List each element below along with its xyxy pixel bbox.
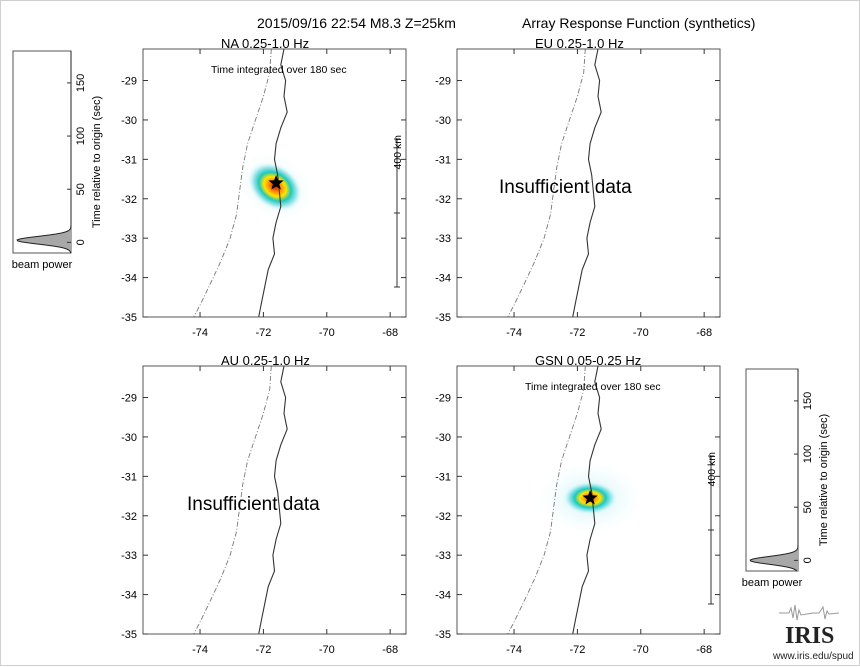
y-tick-label: -30	[435, 115, 451, 127]
x-tick-label: -72	[255, 644, 271, 656]
integration-note: Time integrated over 180 sec	[525, 381, 661, 393]
x-tick-label: -68	[382, 327, 398, 339]
figure-title: Array Response Function (synthetics)	[522, 15, 755, 31]
panel-title: GSN 0.05-0.25 Hz	[535, 353, 641, 368]
seismogram-icon	[779, 604, 840, 621]
y-tick-label: -35	[121, 312, 137, 324]
x-tick-label: -68	[696, 327, 712, 339]
y-tick-label: -31	[121, 471, 137, 483]
beam-tick-label: 50	[802, 501, 814, 513]
y-tick-label: -35	[435, 629, 451, 641]
x-tick-label: -70	[319, 644, 335, 656]
x-tick-label: -72	[255, 327, 271, 339]
beam-ylabel: Time relative to origin (sec)	[91, 96, 103, 228]
beam-tick-label: 50	[75, 183, 87, 195]
y-tick-label: -30	[435, 432, 451, 444]
beam-power-label: beam power	[12, 259, 73, 271]
x-tick-label: -72	[569, 327, 585, 339]
coastline	[572, 48, 602, 318]
y-tick-label: -31	[435, 471, 451, 483]
beam-tick-label: 0	[75, 239, 87, 245]
x-tick-label: -74	[506, 327, 522, 339]
integration-note: Time integrated over 180 sec	[211, 64, 347, 76]
beam-power-fill	[17, 51, 72, 253]
beam-frame	[745, 368, 799, 572]
x-tick-label: -72	[569, 644, 585, 656]
y-tick-label: -34	[121, 590, 137, 602]
beam-power-inset-gsn: 0 50 100 150 Time relative to origin (sec) be…	[742, 368, 830, 589]
scale-bar-label: 400 km	[706, 452, 718, 487]
y-tick-label: -32	[435, 194, 451, 206]
iris-logo-text: IRIS	[785, 623, 834, 649]
panel-na: -74 -72 -70 -68 -29 -30 -31 -32 -33 -34 -35 NA 0.25…	[121, 36, 407, 339]
map-frame	[142, 48, 407, 318]
x-tick-label: -74	[506, 644, 522, 656]
beam-tick-label: 150	[802, 392, 814, 410]
y-tick-label: -35	[435, 312, 451, 324]
beam-power-trace	[16, 51, 72, 254]
y-tick-label: -30	[121, 115, 137, 127]
map-frame	[456, 48, 721, 318]
y-tick-label: -30	[121, 432, 137, 444]
beam-power-inset-na: 0 50 100 150 Time relative to origin (sec) be…	[12, 50, 103, 271]
map-frame	[142, 365, 407, 635]
y-tick-label: -35	[121, 629, 137, 641]
y-tick-label: -29	[121, 393, 137, 405]
map-frame	[456, 365, 721, 635]
beam-frame	[12, 50, 72, 254]
x-tick-label: -70	[319, 327, 335, 339]
y-tick-label: -33	[121, 550, 137, 562]
x-tick-label: -74	[192, 327, 208, 339]
iris-logo: IRIS www.iris.edu/spud	[772, 604, 854, 662]
beam-tick-label: 150	[75, 74, 87, 92]
panel-title: AU 0.25-1.0 Hz	[221, 353, 310, 368]
panel-au: -74 -72 -70 -68 -29 -30 -31 -32 -33 -34 -35 AU 0.25…	[121, 353, 407, 656]
scale-bar-label: 400 km	[392, 135, 404, 170]
x-tick-label: -70	[633, 327, 649, 339]
iris-url: www.iris.edu/spud	[772, 651, 854, 662]
beam-tick-label: 100	[75, 127, 87, 145]
y-tick-label: -34	[121, 273, 137, 285]
beam-ylabel: Time relative to origin (sec)	[818, 414, 830, 546]
y-tick-label: -29	[435, 76, 451, 88]
event-header: 2015/09/16 22:54 M8.3 Z=25km	[257, 15, 456, 31]
panel-gsn: -74 -72 -70 -68 -29 -30 -31 -32 -33 -34 -35 GSN 0.0…	[435, 353, 721, 656]
x-tick-label: -70	[633, 644, 649, 656]
y-tick-label: -33	[121, 233, 137, 245]
y-tick-label: -29	[121, 76, 137, 88]
y-tick-label: -33	[435, 233, 451, 245]
beam-tick-label: 100	[802, 445, 814, 463]
y-tick-label: -33	[435, 550, 451, 562]
y-tick-label: -34	[435, 273, 451, 285]
panel-title: EU 0.25-1.0 Hz	[535, 36, 624, 51]
panel-eu: -74 -72 -70 -68 -29 -30 -31 -32 -33 -34 -35 EU 0.25…	[435, 36, 721, 339]
beam-power-fill	[750, 369, 798, 571]
beam-power-label: beam power	[742, 577, 803, 589]
x-tick-label: -74	[192, 644, 208, 656]
y-tick-label: -32	[121, 194, 137, 206]
insufficient-data-label: Insufficient data	[499, 177, 632, 198]
y-tick-label: -32	[121, 511, 137, 523]
panel-title: NA 0.25-1.0 Hz	[221, 36, 309, 51]
y-tick-label: -31	[121, 154, 137, 166]
y-tick-label: -31	[435, 154, 451, 166]
x-tick-label: -68	[382, 644, 398, 656]
y-tick-label: -29	[435, 393, 451, 405]
x-tick-label: -68	[696, 644, 712, 656]
epicenter-star-icon	[268, 175, 284, 190]
beam-tick-label: 0	[802, 557, 814, 563]
epicenter-star-icon	[582, 490, 598, 505]
insufficient-data-label: Insufficient data	[187, 494, 320, 515]
y-tick-label: -34	[435, 590, 451, 602]
coastline	[258, 365, 288, 635]
beam-power-trace	[749, 369, 799, 572]
y-tick-label: -32	[435, 511, 451, 523]
